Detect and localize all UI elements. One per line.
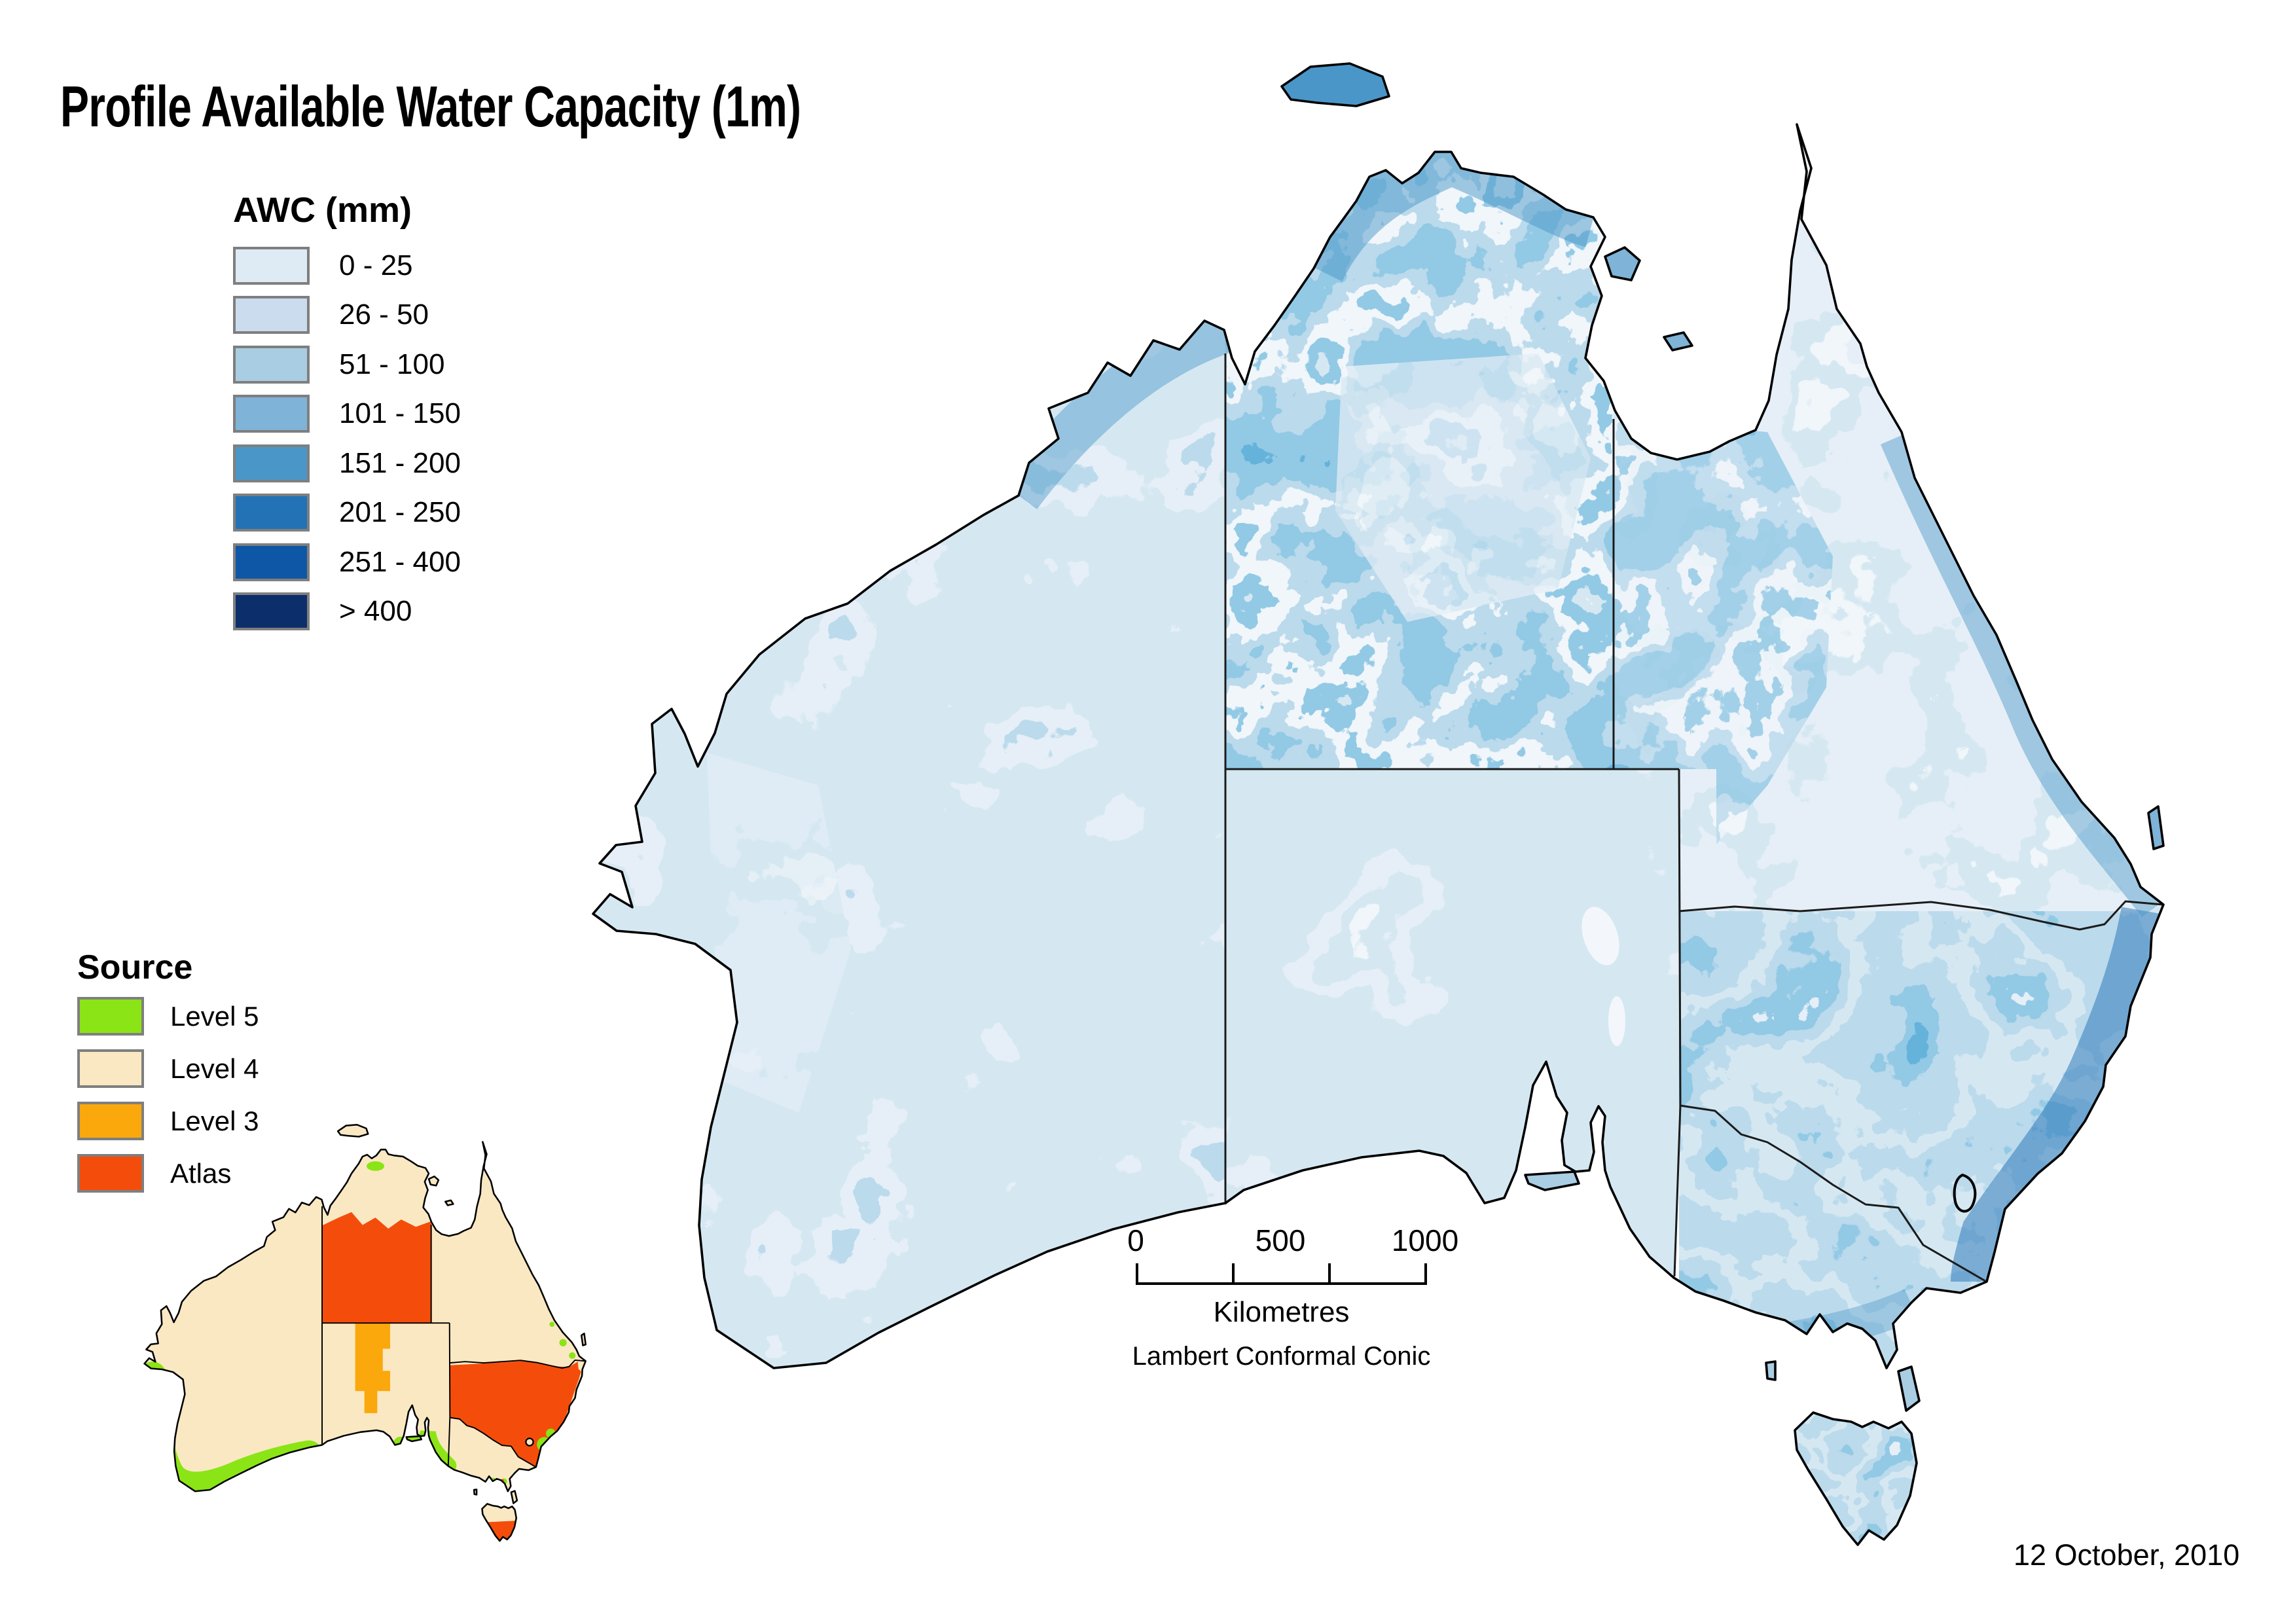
date-label: 12 October, 2010 bbox=[2014, 1538, 2240, 1572]
act-outline bbox=[1953, 1173, 1977, 1213]
color-swatch bbox=[233, 296, 310, 334]
scale-tick-label: 0 bbox=[1127, 1223, 1144, 1257]
legend-label: 251 - 400 bbox=[339, 546, 461, 578]
color-swatch bbox=[233, 247, 310, 285]
scale-tick bbox=[1136, 1263, 1138, 1285]
color-swatch bbox=[77, 997, 144, 1036]
legend-row: 26 - 50 bbox=[233, 296, 429, 334]
color-swatch bbox=[233, 346, 310, 384]
color-swatch bbox=[233, 494, 310, 532]
scale-bar-line bbox=[1136, 1282, 1427, 1285]
inset-atlas-nsw bbox=[449, 1361, 584, 1467]
scale-tick bbox=[1328, 1263, 1331, 1285]
main-map-state-fills bbox=[593, 124, 2163, 1368]
scale-tick-label: 1000 bbox=[1391, 1223, 1459, 1257]
color-swatch bbox=[233, 395, 310, 433]
legend-label: Level 4 bbox=[170, 1053, 259, 1084]
legend-label: 26 - 50 bbox=[339, 298, 429, 331]
color-swatch bbox=[77, 1154, 144, 1193]
legend-label: > 400 bbox=[339, 595, 412, 627]
inset-atlas-nt bbox=[322, 1212, 431, 1324]
inset-level3-sa bbox=[355, 1323, 391, 1413]
awc-legend-title: AWC (mm) bbox=[233, 190, 412, 230]
legend-row: 151 - 200 bbox=[233, 444, 461, 482]
legend-row: Level 5 bbox=[77, 997, 259, 1036]
legend-row: 51 - 100 bbox=[233, 346, 444, 384]
legend-label: 101 - 150 bbox=[339, 397, 461, 429]
legend-label: 201 - 250 bbox=[339, 496, 461, 528]
legend-label: Level 5 bbox=[170, 1000, 259, 1032]
legend-row: Level 3 bbox=[77, 1102, 259, 1140]
legend-row: Level 4 bbox=[77, 1049, 259, 1088]
legend-label: 0 - 25 bbox=[339, 249, 413, 281]
legend-label: 151 - 200 bbox=[339, 447, 461, 479]
source-legend-title: Source bbox=[77, 948, 193, 986]
color-swatch bbox=[77, 1049, 144, 1088]
projection-label: Lambert Conformal Conic bbox=[1132, 1342, 1431, 1371]
inset-act-dot bbox=[525, 1437, 534, 1447]
legend-row: 101 - 150 bbox=[233, 395, 461, 433]
color-swatch bbox=[77, 1102, 144, 1140]
scale-tick-label: 500 bbox=[1255, 1223, 1306, 1257]
inset-atlas-tas bbox=[485, 1521, 516, 1542]
legend-row: Atlas bbox=[77, 1154, 231, 1193]
legend-row: 201 - 250 bbox=[233, 494, 461, 532]
scale-unit-label: Kilometres bbox=[1213, 1296, 1350, 1328]
scale-tick bbox=[1232, 1263, 1235, 1285]
scale-tick bbox=[1424, 1263, 1427, 1285]
color-swatch bbox=[233, 444, 310, 482]
legend-row: > 400 bbox=[233, 592, 412, 630]
color-swatch bbox=[233, 592, 310, 630]
page-title: Profile Available Water Capacity (1m) bbox=[60, 74, 801, 139]
color-swatch bbox=[233, 543, 310, 581]
legend-row: 0 - 25 bbox=[233, 247, 413, 285]
legend-row: 251 - 400 bbox=[233, 543, 461, 581]
legend-label: 51 - 100 bbox=[339, 348, 445, 380]
legend-label: Level 3 bbox=[170, 1105, 259, 1136]
legend-label: Atlas bbox=[170, 1157, 232, 1189]
scale-bar: 0 500 1000 Kilometres Lambert Conformal … bbox=[1127, 1223, 1458, 1373]
